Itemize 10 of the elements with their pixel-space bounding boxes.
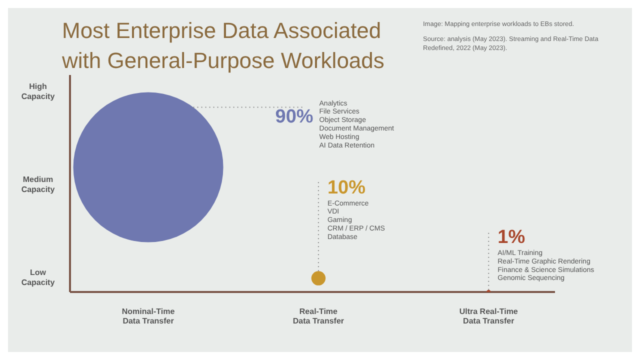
category-label: Medium Capacity xyxy=(21,175,55,194)
category-label: High Capacity xyxy=(21,82,55,101)
x-tick-label: Ultra Real-Time Data Transfer xyxy=(459,307,518,326)
annotation: 1% xyxy=(498,227,526,248)
annotation: 10% xyxy=(327,177,366,198)
chart-title: Most Enterprise Data Associated with General-Purpose Workloads xyxy=(62,17,384,75)
x-tick-label: Nominal-Time Data Transfer xyxy=(122,307,176,326)
x-tick-label: Real-Time Data Transfer xyxy=(292,307,344,326)
text: 90% xyxy=(275,106,314,128)
category-label: Low Capacity xyxy=(21,268,55,287)
